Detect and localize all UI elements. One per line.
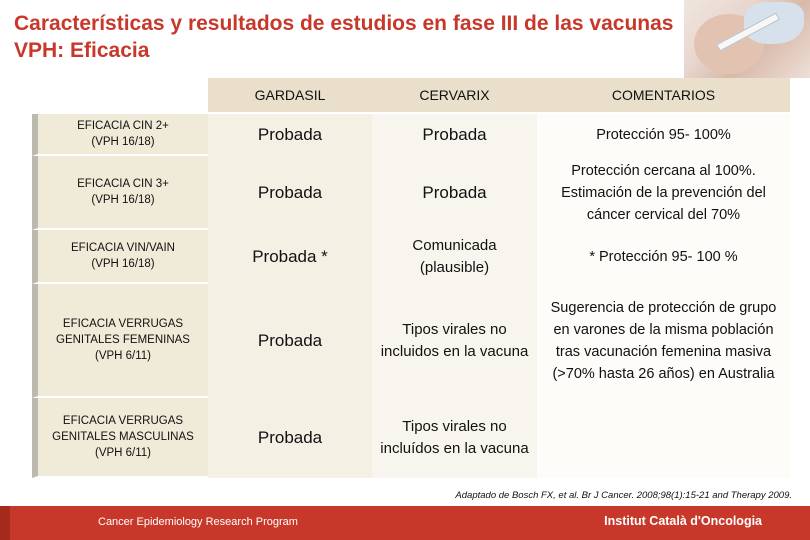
- footer-accent: [0, 506, 10, 540]
- gardasil-cell: Probada: [208, 398, 372, 478]
- header-cervarix: CERVARIX: [372, 78, 537, 114]
- table-header-row: GARDASIL CERVARIX COMENTARIOS: [32, 78, 790, 114]
- cervarix-cell: Comunicada (plausible): [372, 230, 537, 284]
- row-label: EFICACIA VERRUGAS GENITALES MASCULINAS (…: [32, 398, 208, 478]
- header-comentarios: COMENTARIOS: [537, 78, 790, 114]
- cervarix-cell: Probada: [372, 156, 537, 230]
- citation-text: Adaptado de Bosch FX, et al. Br J Cancer…: [455, 490, 792, 501]
- comment-cell: Protección 95- 100%: [537, 114, 790, 156]
- footer-program: Cancer Epidemiology Research Program: [98, 516, 298, 528]
- row-label: EFICACIA VERRUGAS GENITALES FEMENINAS (V…: [32, 284, 208, 398]
- slide-title: Características y resultados de estudios…: [14, 12, 674, 62]
- table-row: EFICACIA CIN 2+ (VPH 16/18) Probada Prob…: [32, 114, 790, 156]
- table-row: EFICACIA CIN 3+ (VPH 16/18) Probada Prob…: [32, 156, 790, 230]
- gardasil-cell: Probada: [208, 114, 372, 156]
- table-row: EFICACIA VERRUGAS GENITALES FEMENINAS (V…: [32, 284, 790, 398]
- comment-cell: * Protección 95- 100 %: [537, 230, 790, 284]
- efficacy-table: GARDASIL CERVARIX COMENTARIOS EFICACIA C…: [32, 78, 790, 478]
- gardasil-cell: Probada *: [208, 230, 372, 284]
- cervarix-cell: Probada: [372, 114, 537, 156]
- cervarix-cell: Tipos virales no incluídos en la vacuna: [372, 398, 537, 478]
- header-blank: [32, 78, 208, 114]
- gardasil-cell: Probada: [208, 156, 372, 230]
- vaccination-photo: [684, 0, 810, 78]
- header-gardasil: GARDASIL: [208, 78, 372, 114]
- glove-shape: [744, 2, 804, 44]
- row-label: EFICACIA CIN 3+ (VPH 16/18): [32, 156, 208, 230]
- comment-cell: Sugerencia de protección de grupo en var…: [537, 284, 790, 398]
- comment-cell: Protección cercana al 100%. Estimación d…: [537, 156, 790, 230]
- cervarix-cell: Tipos virales no incluidos en la vacuna: [372, 284, 537, 398]
- comment-cell: [537, 398, 790, 478]
- table-row: EFICACIA VIN/VAIN (VPH 16/18) Probada * …: [32, 230, 790, 284]
- footer-bar: Cancer Epidemiology Research Program Ins…: [0, 506, 810, 540]
- row-label: EFICACIA CIN 2+ (VPH 16/18): [32, 114, 208, 156]
- gardasil-cell: Probada: [208, 284, 372, 398]
- footer-institution: Institut Català d'Oncologia: [604, 514, 762, 528]
- table-row: EFICACIA VERRUGAS GENITALES MASCULINAS (…: [32, 398, 790, 478]
- row-label: EFICACIA VIN/VAIN (VPH 16/18): [32, 230, 208, 284]
- efficacy-table-container: GARDASIL CERVARIX COMENTARIOS EFICACIA C…: [32, 78, 790, 478]
